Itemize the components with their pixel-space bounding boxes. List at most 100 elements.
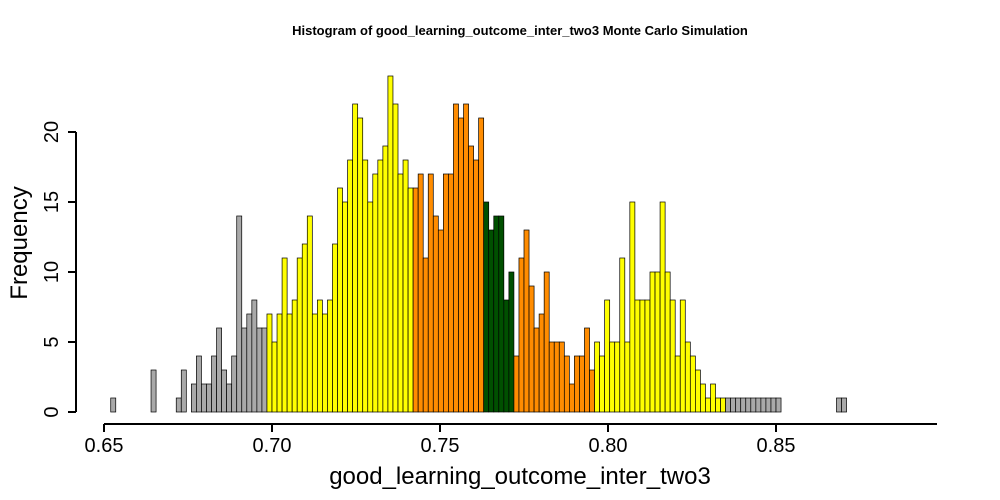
- histogram-bar: [710, 383, 716, 413]
- histogram-bar: [523, 229, 530, 413]
- histogram-bar: [246, 313, 253, 413]
- histogram-bar: [150, 369, 157, 413]
- histogram-bar: [296, 257, 303, 413]
- histogram-bar: [301, 243, 308, 413]
- histogram-bar: [251, 299, 258, 413]
- histogram-bar: [201, 383, 207, 413]
- histogram-bar: [553, 341, 560, 413]
- x-tick-label: 0.85: [757, 435, 796, 457]
- histogram-bar: [443, 173, 449, 413]
- histogram-bar: [231, 355, 238, 413]
- histogram-bar: [311, 313, 318, 413]
- histogram-bar: [654, 271, 661, 413]
- y-tick-label: 5: [41, 336, 63, 347]
- histogram-bar: [322, 313, 328, 413]
- histogram-bar: [664, 271, 671, 413]
- histogram-bar: [367, 201, 374, 413]
- histogram-bar: [206, 383, 212, 413]
- histogram-bar: [453, 103, 459, 413]
- histogram-bar: [175, 397, 182, 413]
- histogram-bar: [679, 299, 686, 413]
- histogram-bar: [715, 397, 721, 413]
- histogram-bar: [448, 173, 454, 413]
- x-tick-label: 0.80: [589, 435, 628, 457]
- histogram-bar: [579, 355, 585, 413]
- histogram-bar: [407, 187, 414, 413]
- y-tick-label: 15: [41, 191, 63, 213]
- histogram-bar: [735, 397, 742, 413]
- histogram-bar: [765, 397, 772, 413]
- histogram-bar: [327, 299, 333, 413]
- histogram-bar: [473, 159, 479, 413]
- histogram-bar: [619, 257, 626, 413]
- histogram-bar: [558, 341, 565, 413]
- histogram-bar: [528, 285, 535, 413]
- y-axis-ticks: 0 5 10 15 20: [41, 121, 76, 418]
- y-tick-label: 20: [41, 121, 63, 143]
- histogram-bar: [483, 201, 490, 413]
- histogram-bar: [211, 355, 217, 413]
- y-tick-label: 0: [41, 406, 63, 417]
- histogram-bar: [659, 201, 666, 413]
- histogram-bar: [700, 383, 706, 413]
- histogram-bar: [508, 271, 515, 413]
- x-tick-label: 0.70: [253, 435, 292, 457]
- histogram-bar: [493, 215, 500, 413]
- histogram-bar: [110, 397, 117, 413]
- histogram-bar: [533, 327, 540, 413]
- histogram-bar: [266, 313, 273, 413]
- histogram-bar: [488, 229, 495, 413]
- histogram-bar: [684, 341, 691, 413]
- histogram-bar: [392, 103, 399, 413]
- histogram-bar: [468, 145, 474, 413]
- x-tick-label: 0.65: [85, 435, 124, 457]
- histogram-bar: [372, 173, 379, 413]
- x-tick-label: 0.75: [421, 435, 460, 457]
- histogram-bar: [256, 327, 263, 413]
- histogram-bar: [191, 383, 197, 413]
- histogram-bar: [402, 159, 409, 413]
- histogram-bar: [629, 201, 636, 413]
- histogram-bar: [357, 117, 364, 413]
- chart-title: Histogram of good_learning_outcome_inter…: [292, 23, 748, 38]
- histogram-bar: [548, 341, 555, 413]
- histogram-bar: [745, 397, 752, 413]
- histogram-bar: [755, 397, 762, 413]
- histogram-bar: [599, 355, 605, 413]
- histogram-bar: [478, 117, 485, 413]
- x-axis-label: good_learning_outcome_inter_two3: [329, 463, 711, 490]
- histogram-bar: [538, 313, 545, 413]
- histogram-bar: [276, 313, 283, 413]
- histogram-bar: [639, 299, 646, 413]
- histogram-bar: [261, 327, 268, 413]
- histogram-bar: [347, 159, 353, 413]
- histogram-bar: [377, 159, 384, 413]
- histogram-bar: [332, 243, 338, 413]
- histogram-bar: [604, 299, 611, 413]
- histogram-bar: [750, 397, 757, 413]
- histogram-bar: [362, 159, 369, 413]
- histogram-bar: [836, 397, 842, 413]
- histogram-bar: [432, 215, 439, 413]
- y-tick-label: 10: [41, 261, 63, 283]
- histogram-bar: [281, 257, 288, 413]
- histogram-bar: [271, 341, 278, 413]
- histogram-bar: [775, 397, 782, 413]
- histogram-bar: [770, 397, 777, 413]
- histogram-bar: [342, 201, 348, 413]
- histogram-bar: [569, 383, 575, 413]
- histogram-bar: [725, 397, 731, 413]
- histogram-bar: [609, 341, 616, 413]
- histogram-bar: [624, 341, 631, 413]
- histogram-bar: [397, 173, 404, 413]
- histogram-bar: [286, 313, 293, 413]
- histogram-bar: [705, 397, 711, 413]
- histogram-bar: [674, 355, 681, 413]
- histogram-bar: [216, 327, 222, 413]
- histogram-bar: [291, 299, 298, 413]
- histogram-bar: [437, 229, 444, 413]
- histogram-bar: [669, 299, 676, 413]
- histogram-bar: [463, 103, 469, 413]
- histogram-bar: [614, 341, 621, 413]
